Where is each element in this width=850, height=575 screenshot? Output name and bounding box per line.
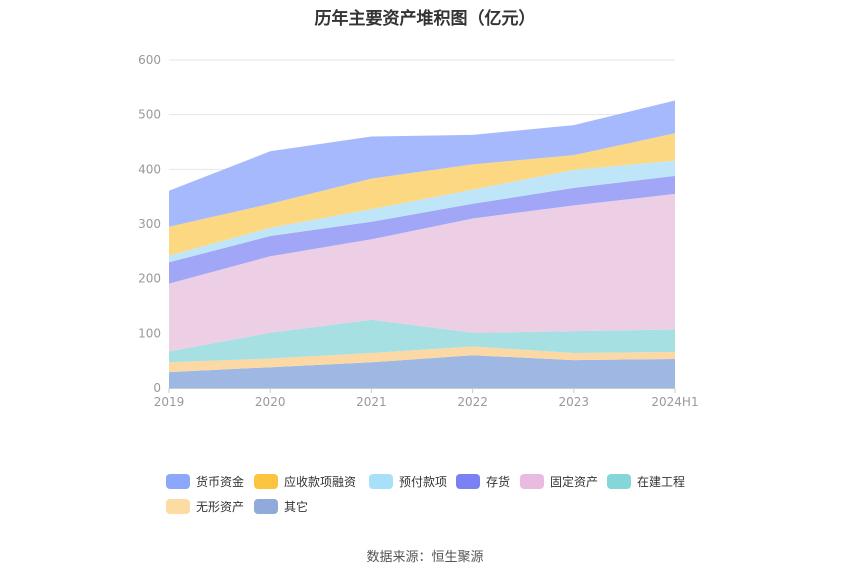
y-tick-label: 100 bbox=[138, 326, 161, 340]
legend-swatch bbox=[520, 474, 544, 489]
data-source: 数据来源：恒生聚源 bbox=[366, 550, 484, 565]
legend-swatch bbox=[254, 474, 278, 489]
area-存货 bbox=[169, 175, 675, 284]
legend-item[interactable]: 存货 bbox=[456, 473, 510, 490]
y-tick-label: 0 bbox=[153, 381, 161, 395]
legend-item[interactable]: 固定资产 bbox=[520, 473, 598, 490]
area-固定资产 bbox=[169, 193, 675, 352]
y-tick-label: 600 bbox=[138, 53, 161, 67]
area-预付款项 bbox=[169, 160, 675, 263]
area-货币资金 bbox=[169, 100, 675, 227]
x-axis-ticks: 2019 2020 2021 2022 2023 2024H1 bbox=[154, 388, 699, 409]
legend-item[interactable]: 在建工程 bbox=[607, 473, 685, 490]
legend-label: 存货 bbox=[486, 475, 511, 489]
y-tick-label: 500 bbox=[138, 108, 161, 122]
x-tick-label: 2020 bbox=[255, 395, 286, 409]
legend-swatch bbox=[254, 499, 278, 514]
area-无形资产 bbox=[169, 346, 675, 373]
legend-item[interactable]: 其它 bbox=[254, 498, 308, 515]
area-series bbox=[169, 100, 675, 388]
y-tick-label: 200 bbox=[138, 272, 161, 286]
legend-label: 货币资金 bbox=[196, 475, 245, 489]
x-tick-label: 2021 bbox=[356, 395, 387, 409]
chart-title: 历年主要资产堆积图（亿元） bbox=[314, 9, 536, 29]
legend-swatch bbox=[456, 474, 480, 489]
legend-swatch bbox=[369, 474, 393, 489]
legend-label: 固定资产 bbox=[550, 475, 599, 489]
legend-item[interactable]: 货币资金 bbox=[166, 473, 244, 490]
legend-item[interactable]: 应收款项融资 bbox=[254, 473, 356, 490]
legend-label: 在建工程 bbox=[637, 475, 686, 489]
legend-swatch bbox=[166, 474, 190, 489]
legend-swatch bbox=[607, 474, 631, 489]
area-其它 bbox=[169, 355, 675, 388]
legend-item[interactable]: 预付款项 bbox=[369, 473, 447, 490]
x-tick-label: 2023 bbox=[559, 395, 590, 409]
area-应收款项融资 bbox=[169, 133, 675, 256]
legend-label: 应收款项融资 bbox=[284, 475, 357, 489]
legend-item[interactable]: 无形资产 bbox=[166, 498, 244, 515]
x-tick-label: 2024H1 bbox=[651, 395, 698, 409]
area-在建工程 bbox=[169, 319, 675, 363]
x-tick-label: 2019 bbox=[154, 395, 185, 409]
y-tick-label: 300 bbox=[138, 217, 161, 231]
legend-label: 无形资产 bbox=[196, 500, 245, 514]
legend-swatch bbox=[166, 499, 190, 514]
x-tick-label: 2022 bbox=[457, 395, 488, 409]
legend-label: 其它 bbox=[284, 500, 309, 514]
y-tick-label: 400 bbox=[138, 162, 161, 176]
y-axis-ticks: 0 100 200 300 400 500 600 bbox=[138, 53, 161, 395]
legend-label: 预付款项 bbox=[399, 475, 448, 489]
